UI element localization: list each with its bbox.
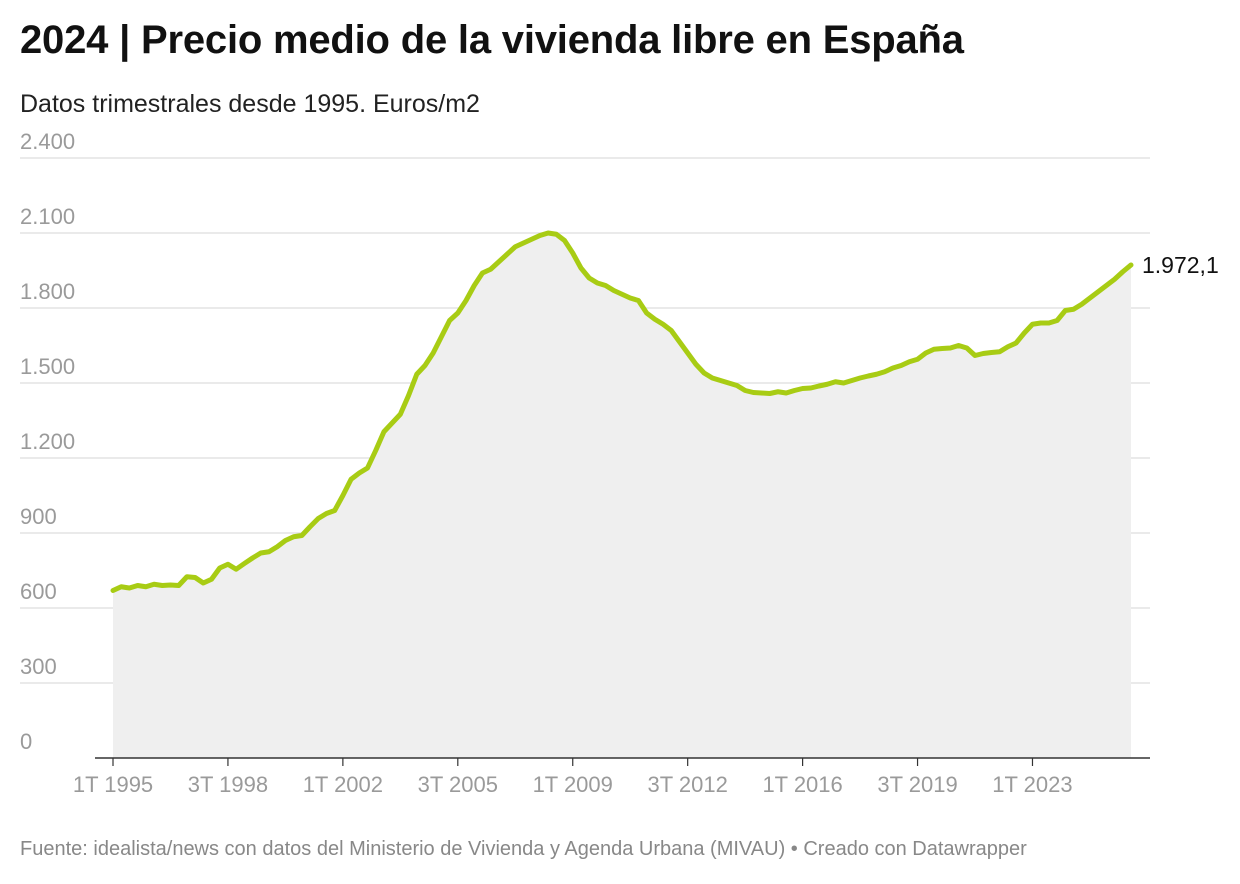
y-tick-label: 2.100	[20, 204, 75, 229]
y-tick-label: 600	[20, 579, 57, 604]
area-fill	[113, 233, 1131, 758]
series-line	[110, 230, 1134, 593]
y-tick-label: 900	[20, 504, 57, 529]
x-tick-label: 1T 2009	[533, 772, 613, 797]
last-value-label: 1.972,1	[1142, 252, 1219, 278]
x-tick-label: 3T 1998	[188, 772, 268, 797]
y-tick-label: 1.200	[20, 429, 75, 454]
chart-title: 2024 | Precio medio de la vivienda libre…	[20, 18, 964, 62]
source-footer: Fuente: idealista/news con datos del Min…	[20, 838, 1027, 860]
y-tick-label: 2.400	[20, 129, 75, 154]
x-tick-label: 1T 2016	[762, 772, 842, 797]
chart-subtitle: Datos trimestrales desde 1995. Euros/m2	[20, 90, 480, 118]
x-tick-label: 3T 2019	[877, 772, 957, 797]
x-axis-ticks: 1T 1995 3T 1998 1T 2002 3T 2005 1T 2009 3T 20…	[73, 758, 1073, 797]
x-tick-label: 1T 2002	[303, 772, 383, 797]
x-tick-label: 1T 1995	[73, 772, 153, 797]
y-tick-label: 1.500	[20, 354, 75, 379]
x-tick-label: 3T 2012	[648, 772, 728, 797]
y-tick-label: 1.800	[20, 279, 75, 304]
y-axis-ticks: 0 300 600 900 1.200 1.500 1.800 2.100 2.400	[20, 129, 75, 754]
x-tick-label: 3T 2005	[418, 772, 498, 797]
y-tick-label: 300	[20, 654, 57, 679]
x-tick-label: 1T 2023	[992, 772, 1072, 797]
y-tick-label: 0	[20, 729, 32, 754]
